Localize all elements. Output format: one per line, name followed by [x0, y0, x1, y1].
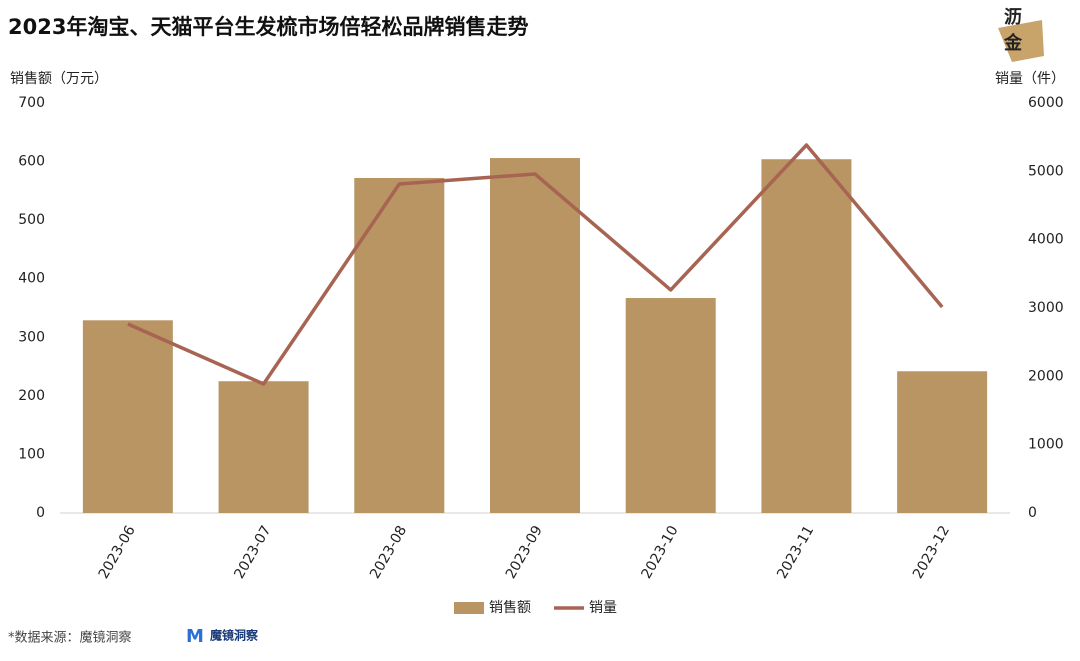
- legend-label: 销量: [589, 600, 617, 616]
- bar: [82, 320, 173, 513]
- legend-label: 销售额: [489, 600, 531, 616]
- legend-swatch: [454, 602, 484, 614]
- bar: [625, 298, 716, 513]
- logo-text: 沥: [1004, 7, 1022, 28]
- y2-tick-label: 2000: [1028, 368, 1064, 384]
- chart-title: 2023年淘宝、天猫平台生发梳市场倍轻松品牌销售走势: [8, 15, 528, 39]
- source-logo-icon: M: [186, 626, 204, 647]
- x-tick-label: 2023-12: [910, 523, 953, 582]
- bar: [897, 371, 988, 513]
- x-tick-label: 2023-10: [639, 523, 682, 582]
- corner-logo: 沥 金: [998, 7, 1044, 62]
- bar: [218, 381, 309, 513]
- y2-tick-label: 1000: [1028, 437, 1064, 453]
- logo-shape: [998, 20, 1044, 62]
- y-axis-label: 销售额（万元）: [10, 71, 108, 87]
- x-tick-label: 2023-07: [231, 523, 274, 582]
- y2-tick-label: 6000: [1028, 95, 1064, 111]
- y-tick-label: 700: [18, 95, 45, 111]
- logo-text: 金: [1003, 32, 1023, 54]
- y-tick-label: 200: [18, 388, 45, 404]
- x-tick-label: 2023-09: [503, 523, 546, 582]
- y2-tick-label: 5000: [1028, 163, 1064, 179]
- y2-tick-label: 3000: [1028, 300, 1064, 316]
- source-note: *数据来源：魔镜洞察: [8, 631, 132, 646]
- line: [127, 143, 944, 386]
- y-tick-label: 400: [18, 271, 45, 287]
- y2-tick-label: 0: [1028, 505, 1037, 521]
- y-tick-label: 300: [18, 329, 45, 345]
- source-logo: 魔镜洞察: [210, 628, 259, 643]
- y-tick-label: 500: [18, 212, 45, 228]
- y-tick-label: 100: [18, 446, 45, 462]
- bar: [490, 158, 580, 514]
- y-tick-label: 600: [18, 154, 45, 170]
- y-tick-label: 0: [36, 505, 45, 521]
- bar: [354, 177, 445, 513]
- y2-axis-label: 销量（件）: [995, 71, 1065, 87]
- x-tick-label: 2023-08: [367, 523, 410, 582]
- x-tick-label: 2023-11: [774, 523, 817, 582]
- x-tick-label: 2023-06: [96, 523, 139, 582]
- bar: [761, 159, 852, 513]
- y2-tick-label: 4000: [1028, 232, 1064, 248]
